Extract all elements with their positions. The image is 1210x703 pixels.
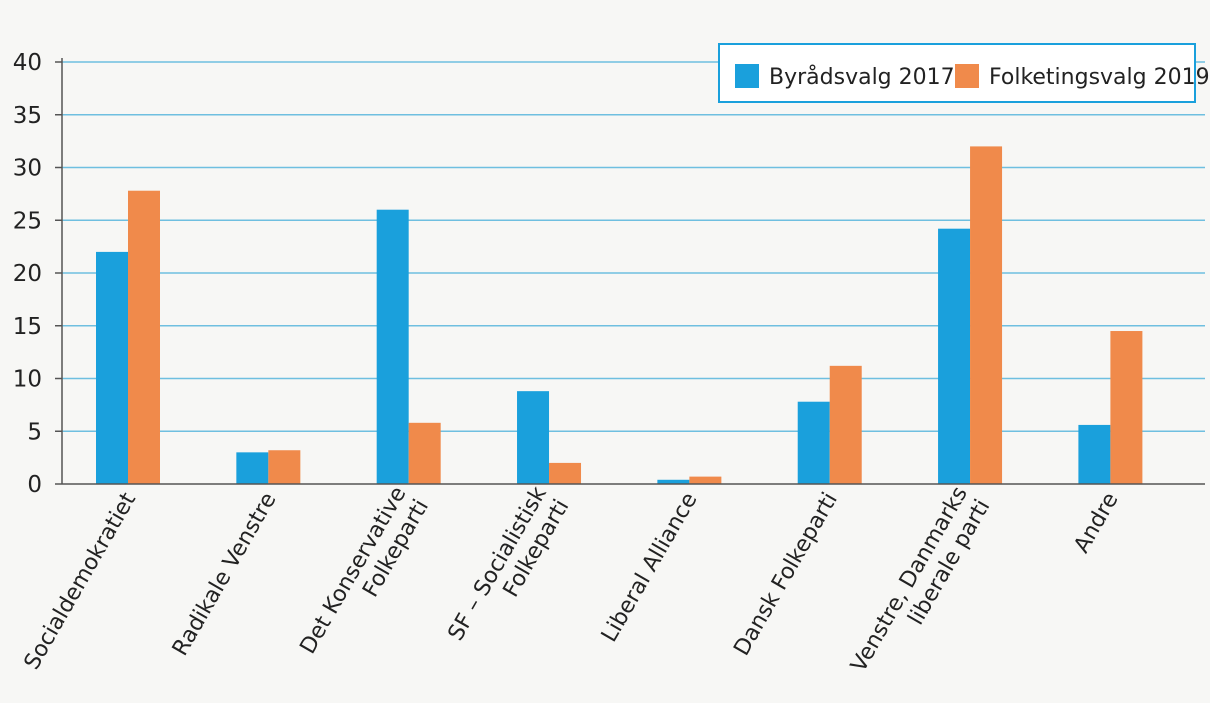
legend-label: Byrådsvalg 2017 xyxy=(769,64,955,90)
legend-swatch xyxy=(955,64,979,88)
bar-byradsvalg-2017 xyxy=(376,209,409,484)
y-tick-label: 15 xyxy=(13,314,42,340)
x-tick-label: Andre xyxy=(1069,489,1123,558)
x-tick-label-line: Liberal Alliance xyxy=(597,489,703,647)
y-tick-label: 5 xyxy=(27,419,42,445)
bar-byradsvalg-2017 xyxy=(517,391,550,484)
bar-byradsvalg-2017 xyxy=(96,251,128,484)
bar-byradsvalg-2017 xyxy=(236,452,269,484)
x-tick-label: Liberal Alliance xyxy=(597,489,703,647)
bar-folketingsvalg-2019 xyxy=(268,450,301,484)
y-tick-labels: 0 5 10 15 20 25 30 35 40 xyxy=(13,50,42,498)
y-tick-label: 30 xyxy=(13,156,42,182)
bar-folketingsvalg-2019 xyxy=(829,365,862,484)
x-tick-label: SF – SocialistiskFolkeparti xyxy=(444,482,575,658)
y-tick-label: 35 xyxy=(13,103,42,129)
bar-byradsvalg-2017 xyxy=(1078,424,1111,484)
x-tick-labels: Socialdemokratiet Radikale Venstre Det Kon… xyxy=(20,482,1124,690)
axes xyxy=(55,58,1205,485)
y-tick-label: 20 xyxy=(13,261,42,287)
bar-folketingsvalg-2019 xyxy=(128,190,160,484)
x-tick-label: Socialdemokratiet xyxy=(20,488,142,674)
legend-swatch xyxy=(735,64,759,88)
gridlines xyxy=(62,61,1205,433)
bar-folketingsvalg-2019 xyxy=(549,462,582,484)
y-tick-label: 40 xyxy=(13,50,42,76)
bar-folketingsvalg-2019 xyxy=(689,476,722,484)
bar-byradsvalg-2017 xyxy=(797,401,830,484)
bar-folketingsvalg-2019 xyxy=(1110,331,1143,484)
x-tick-label-line: Socialdemokratiet xyxy=(20,488,142,674)
x-tick-label-line: Radikale Venstre xyxy=(168,489,282,661)
bar-folketingsvalg-2019 xyxy=(408,422,441,484)
x-tick-label-line: Andre xyxy=(1069,489,1123,558)
legend-label: Folketingsvalg 2019 xyxy=(989,65,1210,90)
x-tick-label: Radikale Venstre xyxy=(168,489,282,661)
y-tick-label: 25 xyxy=(13,208,42,234)
x-tick-label: Venstre, Danmarksliberale parti xyxy=(846,483,995,690)
bar-folketingsvalg-2019 xyxy=(970,146,1003,484)
y-tick-label: 0 xyxy=(27,472,42,498)
x-tick-label: Det KonservativeFolkeparti xyxy=(296,483,435,672)
bar-byradsvalg-2017 xyxy=(938,228,971,484)
legend: Byrådsvalg 2017 Folketingsvalg 2019 xyxy=(718,43,1210,103)
y-tick-label: 10 xyxy=(13,367,42,393)
bars xyxy=(96,146,1143,484)
x-tick-label: Dansk Folkeparti xyxy=(729,489,843,661)
x-tick-label-line: Dansk Folkeparti xyxy=(729,489,843,661)
bar-byradsvalg-2017 xyxy=(657,479,690,484)
